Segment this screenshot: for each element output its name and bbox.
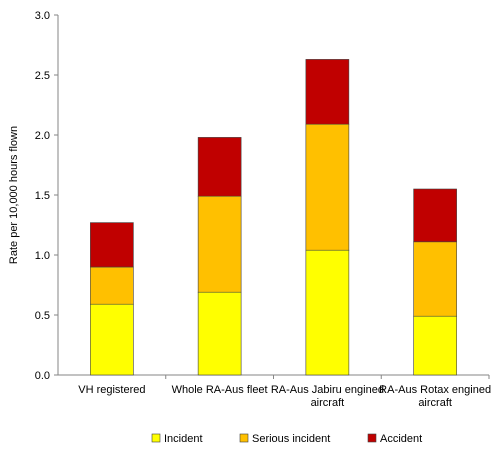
x-tick-label: RA-Aus Rotax engined <box>379 384 491 396</box>
bar-segment-serious-incident <box>305 123 350 251</box>
chart-bars <box>90 59 457 376</box>
bar-segment-serious-incident <box>413 241 457 317</box>
y-tick-label: 2.0 <box>35 130 50 142</box>
x-tick-label: RA-Aus Jabiru engined <box>271 384 384 396</box>
legend-label-serious-incident: Serious incident <box>252 433 330 445</box>
y-tick-label: 0.0 <box>35 370 50 382</box>
legend-swatch-serious-incident <box>239 433 249 443</box>
legend-label-incident: Incident <box>164 433 203 445</box>
y-tick-label: 1.5 <box>35 190 50 202</box>
y-axis-title: Rate per 10,000 hours flown <box>8 126 20 264</box>
x-tick-label: VH registered <box>78 384 145 396</box>
bar-segment-incident <box>413 315 457 376</box>
bar-segment-incident <box>90 303 134 376</box>
bar-segment-incident <box>305 249 350 376</box>
bar-segment-accident <box>413 188 457 243</box>
bar-segment-incident <box>197 291 242 376</box>
bar-segment-accident <box>305 59 350 125</box>
y-tick-label: 1.0 <box>35 250 50 262</box>
x-tick-label: Whole RA-Aus fleet <box>172 384 268 396</box>
x-tick-label: aircraft <box>418 397 452 409</box>
bar-segment-accident <box>90 222 134 268</box>
legend-swatch-incident <box>151 433 161 443</box>
chart-legend: Incident Serious incident Accident <box>151 433 422 445</box>
legend-swatch-accident <box>367 433 377 443</box>
y-tick-label: 2.5 <box>35 70 50 82</box>
bar-segment-accident <box>197 137 242 197</box>
bar-segment-serious-incident <box>90 266 134 305</box>
bar-segment-serious-incident <box>197 195 242 293</box>
y-tick-label: 3.0 <box>35 10 50 22</box>
x-tick-label: aircraft <box>311 397 345 409</box>
chart-labels: 0.0 0.5 1.0 1.5 2.0 2.5 3.0 Rate per 10,000 hou… <box>8 10 491 409</box>
y-tick-label: 0.5 <box>35 310 50 322</box>
legend-label-accident: Accident <box>380 433 422 445</box>
